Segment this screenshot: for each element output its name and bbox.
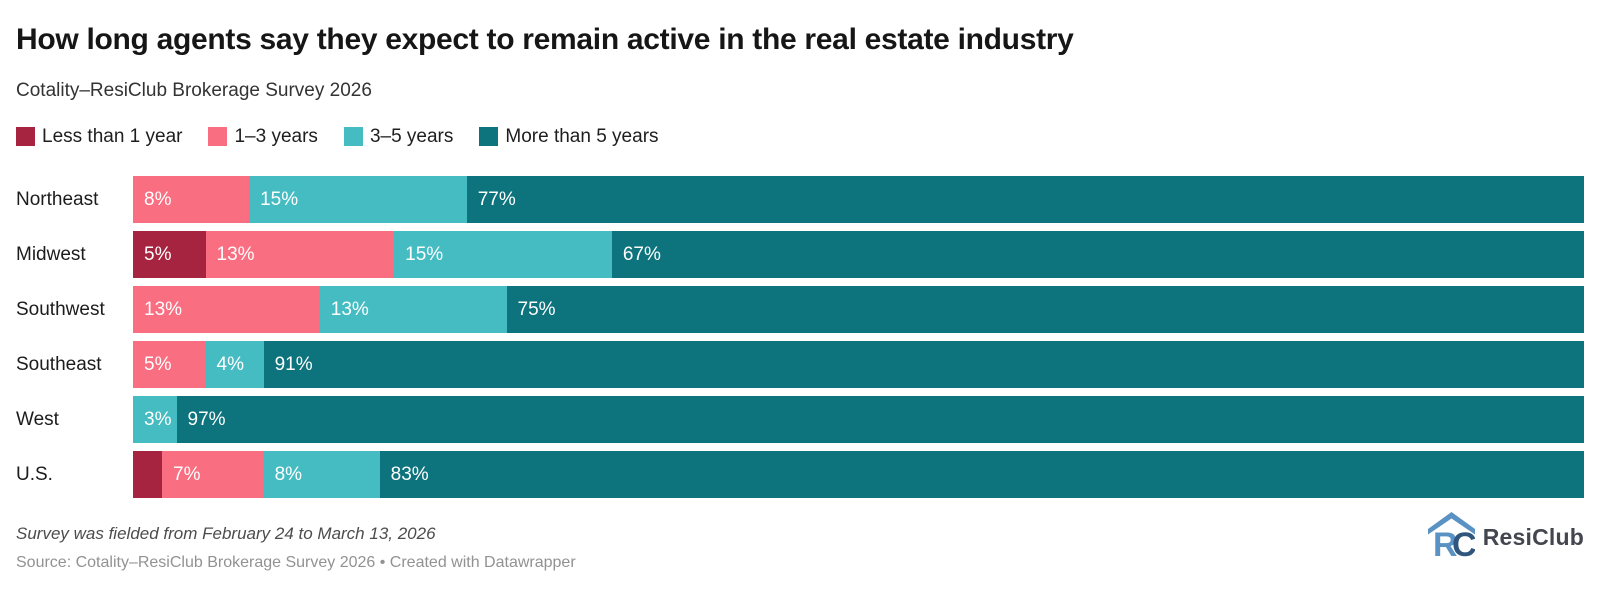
legend-swatch-icon xyxy=(479,127,499,146)
resiclub-logo: R C ResiClub xyxy=(1427,512,1584,564)
percent-label: 75% xyxy=(517,298,556,320)
legend-label: More than 5 years xyxy=(505,126,659,147)
segment-more-than-5-years: 77% xyxy=(466,176,1584,223)
segment-1-3-years: 13% xyxy=(133,286,320,333)
percent-label: 13% xyxy=(144,298,183,320)
footnote: Survey was fielded from February 24 to M… xyxy=(16,524,436,543)
chart-row-midwest: Midwest 5% 13% 15% 67% xyxy=(16,231,1584,278)
segment-more-than-5-years: 75% xyxy=(506,286,1584,333)
bar-southeast: 5% 4% 91% xyxy=(133,341,1584,388)
percent-label: 8% xyxy=(144,188,172,210)
percent-label: 4% xyxy=(216,353,245,375)
legend-label: 1–3 years xyxy=(234,126,318,147)
bar-u-s: 7% 8% 83% xyxy=(133,451,1584,498)
segment-less-than-1-year xyxy=(133,451,163,498)
segment-1-3-years: 13% xyxy=(205,231,395,278)
segment-3-5-years: 3% xyxy=(133,396,177,443)
bar-southwest: 13% 13% 75% xyxy=(133,286,1584,333)
segment-more-than-5-years: 67% xyxy=(611,231,1584,278)
legend-item-1-3-years: 1–3 years xyxy=(208,126,318,147)
chart-title: How long agents say they expect to remai… xyxy=(16,23,1074,56)
legend-swatch-icon xyxy=(343,127,363,146)
row-label: Northeast xyxy=(16,188,99,210)
row-label: Midwest xyxy=(16,243,86,265)
percent-label: 83% xyxy=(390,463,429,485)
percent-label: 5% xyxy=(144,243,172,265)
segment-3-5-years: 8% xyxy=(263,451,380,498)
segment-3-5-years: 4% xyxy=(205,341,264,388)
chart-row-southeast: Southeast 5% 4% 91% xyxy=(16,341,1584,388)
row-label: U.S. xyxy=(16,463,53,485)
chart: Northeast 8% 15% 77% Midwest 5% 13% 15% 67% South… xyxy=(16,176,1584,498)
legend-swatch-icon xyxy=(208,127,228,146)
legend-item-3-5-years: 3–5 years xyxy=(343,126,454,147)
source-line: Source: Cotality–ResiClub Brokerage Surv… xyxy=(16,554,576,571)
chart-row-southwest: Southwest 13% 13% 75% xyxy=(16,286,1584,333)
legend-swatch-icon xyxy=(16,127,35,146)
bar-midwest: 5% 13% 15% 67% xyxy=(133,231,1584,278)
percent-label: 15% xyxy=(405,243,444,265)
percent-label: 8% xyxy=(274,463,303,485)
percent-label: 97% xyxy=(187,408,226,430)
segment-more-than-5-years: 91% xyxy=(263,341,1584,388)
segment-less-than-1-year: 5% xyxy=(133,231,206,278)
percent-label: 7% xyxy=(173,463,201,485)
legend: Less than 1 year 1–3 years 3–5 years More t… xyxy=(16,126,1584,147)
chart-subtitle: Cotality–ResiClub Brokerage Survey 2026 xyxy=(16,80,372,101)
segment-3-5-years: 15% xyxy=(249,176,467,223)
segment-1-3-years: 8% xyxy=(133,176,250,223)
segment-1-3-years: 5% xyxy=(133,341,206,388)
bar-northeast: 8% 15% 77% xyxy=(133,176,1584,223)
percent-label: 77% xyxy=(477,188,516,210)
percent-label: 3% xyxy=(144,408,172,430)
chart-row-u-s: U.S. 7% 8% 83% xyxy=(16,451,1584,498)
legend-label: Less than 1 year xyxy=(42,126,183,147)
row-label: Southwest xyxy=(16,298,105,320)
resiclub-house-icon: R C xyxy=(1427,512,1476,564)
segment-3-5-years: 13% xyxy=(319,286,507,333)
percent-label: 15% xyxy=(260,188,299,210)
segment-more-than-5-years: 97% xyxy=(176,396,1584,443)
chart-row-west: West 3% 97% xyxy=(16,396,1584,443)
percent-label: 13% xyxy=(216,243,255,265)
row-label: Southeast xyxy=(16,353,102,375)
segment-3-5-years: 15% xyxy=(394,231,612,278)
row-label: West xyxy=(16,408,59,430)
percent-label: 67% xyxy=(622,243,661,265)
logo-roof-shape xyxy=(1427,512,1475,535)
percent-label: 5% xyxy=(144,353,172,375)
legend-item-more-than-5-years: More than 5 years xyxy=(479,126,659,147)
segment-1-3-years: 7% xyxy=(162,451,264,498)
percent-label: 13% xyxy=(330,298,369,320)
svg-text:R: R xyxy=(1433,526,1458,558)
legend-item-less-than-1-year: Less than 1 year xyxy=(16,126,182,147)
segment-more-than-5-years: 83% xyxy=(379,451,1584,498)
percent-label: 91% xyxy=(274,353,313,375)
chart-row-northeast: Northeast 8% 15% 77% xyxy=(16,176,1584,223)
logo-text: ResiClub xyxy=(1482,524,1584,550)
bar-west: 3% 97% xyxy=(133,396,1584,443)
svg-text:C: C xyxy=(1452,526,1475,558)
legend-label: 3–5 years xyxy=(369,126,454,147)
